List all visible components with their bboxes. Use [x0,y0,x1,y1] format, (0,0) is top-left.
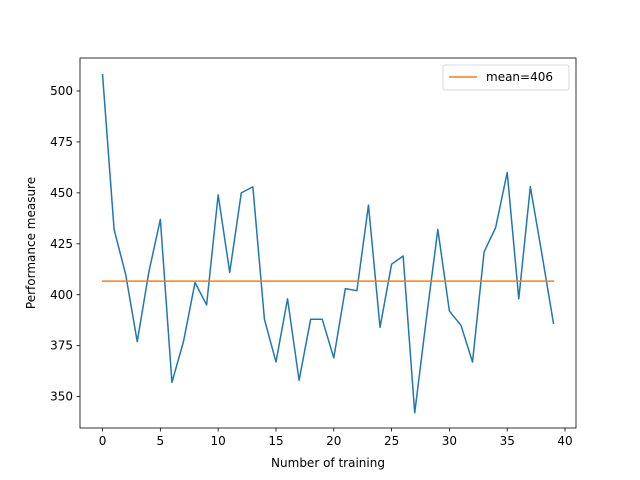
x-tick-label: 10 [211,434,226,448]
x-tick-label: 0 [99,434,107,448]
x-tick-label: 5 [157,434,165,448]
x-tick-label: 20 [326,434,341,448]
plot-series [101,73,555,414]
y-tick-label: 400 [50,288,73,302]
x-tick-label: 35 [500,434,515,448]
x-tick-label: 30 [442,434,457,448]
plot-frame [79,57,577,429]
y-axis: 350 375 400 425 450 475 500 [50,84,80,404]
x-axis-label: Number of training [271,456,385,470]
y-axis-label: Performance measure [24,177,38,309]
y-tick-label: 350 [50,390,73,404]
x-tick-label: 25 [384,434,399,448]
legend-label-mean: mean=406 [486,70,553,84]
y-tick-label: 450 [50,186,73,200]
y-tick-label: 425 [50,237,73,251]
y-tick-label: 500 [50,84,73,98]
legend-box [442,64,570,91]
legend: mean=406 [442,64,570,91]
y-tick-label: 475 [50,135,73,149]
x-axis: 0 5 10 15 20 25 30 35 40 [99,428,573,448]
x-tick-label: 15 [268,434,283,448]
y-tick-label: 375 [50,339,73,353]
x-tick-label: 40 [557,434,572,448]
series-line-performance [101,73,555,414]
